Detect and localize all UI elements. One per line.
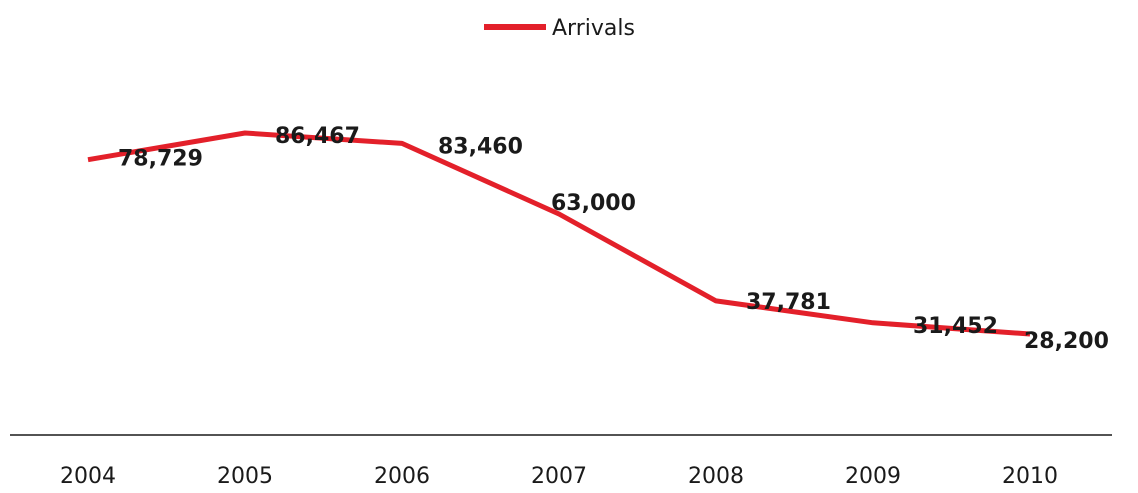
- x-axis-tick-labels: 2004 2005 2006 2007 2008 2009 2010: [60, 464, 1058, 489]
- data-labels: 78,729 86,467 83,460 63,000 37,781 31,452 28,2…: [118, 124, 1109, 354]
- data-label-2010: 28,200: [1024, 329, 1109, 354]
- legend-label-arrivals: Arrivals: [552, 16, 635, 41]
- x-tick-label-2010: 2010: [1002, 464, 1058, 489]
- data-label-2008: 37,781: [746, 290, 831, 315]
- data-label-2009: 31,452: [913, 314, 998, 339]
- data-label-2005: 86,467: [275, 124, 360, 149]
- x-tick-label-2006: 2006: [374, 464, 430, 489]
- data-label-2006: 83,460: [438, 134, 523, 159]
- x-tick-label-2005: 2005: [217, 464, 273, 489]
- data-label-2004: 78,729: [118, 147, 203, 172]
- legend: Arrivals: [484, 16, 635, 41]
- x-tick-label-2007: 2007: [531, 464, 587, 489]
- series-line-arrivals: [87, 130, 1031, 337]
- x-tick-label-2009: 2009: [845, 464, 901, 489]
- data-label-2007: 63,000: [551, 191, 636, 216]
- x-tick-label-2008: 2008: [688, 464, 744, 489]
- x-tick-label-2004: 2004: [60, 464, 116, 489]
- plot-area: 78,729 86,467 83,460 63,000 37,781 31,452 28,2…: [87, 124, 1109, 354]
